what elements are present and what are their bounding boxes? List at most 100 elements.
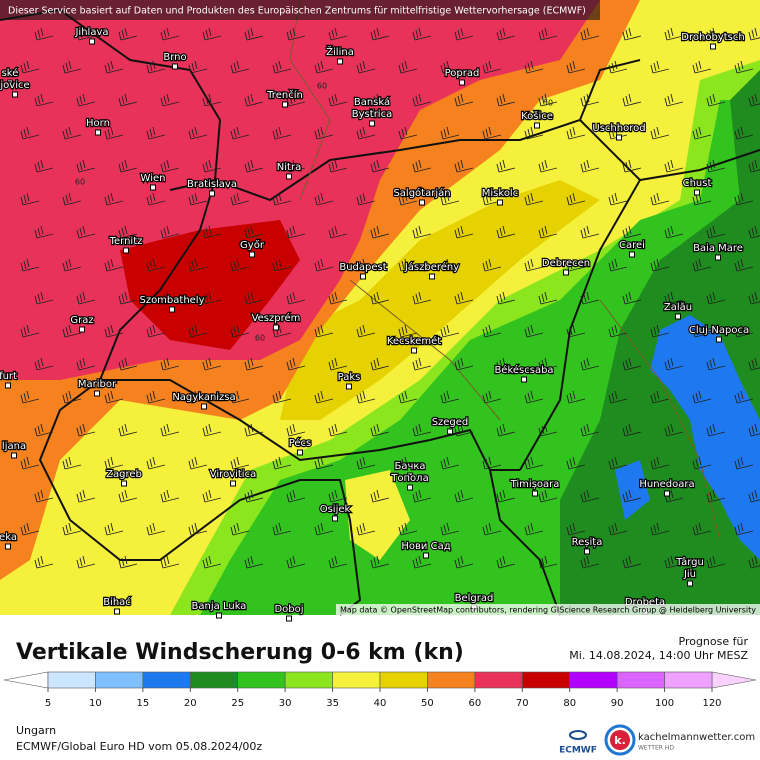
wind-barbs (20, 27, 760, 569)
wind-barb (328, 159, 348, 173)
wind-barb (370, 159, 390, 173)
colorbar-box (332, 671, 381, 689)
wind-barb (580, 357, 600, 371)
city-label: Salgótarján (393, 187, 450, 199)
wind-barb (412, 93, 432, 107)
wind-barb (20, 390, 40, 404)
wind-barb (188, 192, 208, 206)
city-marker (675, 313, 681, 320)
wind-barb (664, 93, 684, 107)
wind-barb (734, 258, 754, 272)
city-label: Wien (141, 173, 166, 184)
wind-barb (76, 225, 96, 239)
city-label: Drohobytsch (681, 32, 744, 43)
admin-border (349, 279, 501, 421)
colorbar-box (664, 671, 713, 689)
admin-border (289, 0, 331, 201)
city-label: Békéscsaba (494, 364, 553, 376)
wind-barb (748, 489, 760, 503)
wind-barb (482, 126, 502, 140)
city-marker (172, 63, 178, 70)
city-marker (616, 134, 622, 141)
wind-barb (20, 258, 40, 272)
wind-barb (622, 291, 642, 305)
wind-barb (608, 522, 628, 536)
wind-barb (230, 324, 250, 338)
wind-barb (482, 456, 502, 470)
wind-barb (118, 489, 138, 503)
header-bar (0, 0, 600, 20)
city-marker (5, 543, 11, 550)
colorbar-box (47, 671, 96, 689)
city-marker (687, 568, 693, 575)
city-marker (534, 122, 540, 129)
city-marker (369, 120, 375, 127)
wind-barb (146, 60, 166, 74)
wind-barb (650, 60, 670, 74)
wind-barb (76, 357, 96, 371)
city-label: Топола (390, 473, 428, 484)
wind-barb (76, 27, 96, 41)
wind-barb (188, 522, 208, 536)
wind-barb (230, 390, 250, 404)
city-label: Hunedoara (639, 479, 694, 490)
colorbar-tick-label: 90 (611, 698, 624, 709)
city-marker (664, 490, 670, 497)
city-label: Bratislava (187, 179, 237, 190)
city-marker (716, 336, 722, 343)
colorbar-box (616, 671, 665, 689)
wind-barb (20, 324, 40, 338)
city-label: Jiu (683, 569, 696, 580)
city-marker (79, 326, 85, 333)
wind-barb (104, 390, 124, 404)
region: Ungarn (16, 724, 56, 737)
wind-barb (188, 390, 208, 404)
wind-barb (412, 555, 432, 569)
wind-barb (734, 522, 754, 536)
city-label: Banská (354, 96, 390, 108)
wind-barb (272, 456, 292, 470)
admin-border (599, 299, 721, 541)
wind-barb (230, 258, 250, 272)
wind-barb (566, 522, 586, 536)
wind-barb (202, 27, 222, 41)
wind-barb (188, 456, 208, 470)
city-marker (169, 306, 175, 313)
wind-barb (482, 192, 502, 206)
colorbar-box (521, 671, 571, 689)
wind-barb (580, 93, 600, 107)
wind-barb (146, 390, 166, 404)
city-marker (715, 254, 721, 261)
colorbar-box (474, 671, 523, 689)
ecmwf-icon (569, 730, 587, 740)
city-marker (563, 269, 569, 276)
wind-barb (622, 225, 642, 239)
wind-barb (412, 225, 432, 239)
city-marker (419, 199, 425, 206)
wind-barb (272, 258, 292, 272)
city-marker (687, 580, 693, 587)
attribution-bar (336, 604, 760, 615)
wind-barb (524, 192, 544, 206)
colorbar-under (3, 671, 49, 689)
wind-barb (706, 225, 726, 239)
wind-barb (272, 522, 292, 536)
city-label: Szombathely (139, 295, 204, 306)
wind-barb (454, 489, 474, 503)
wind-barb (160, 357, 180, 371)
city-marker (114, 608, 120, 615)
wind-barb (692, 324, 712, 338)
colorbar-tick-label: 20 (184, 698, 197, 709)
wind-barb (622, 489, 642, 503)
wind-barb (706, 357, 726, 371)
site: kachelmannwetter.com (638, 732, 755, 743)
city-marker (584, 548, 590, 555)
wind-barb (524, 324, 544, 338)
city-marker (12, 91, 18, 98)
wind-barb (244, 489, 264, 503)
city-label: Debrecen (542, 258, 590, 269)
wind-barb (496, 555, 516, 569)
wind-barb (370, 93, 390, 107)
